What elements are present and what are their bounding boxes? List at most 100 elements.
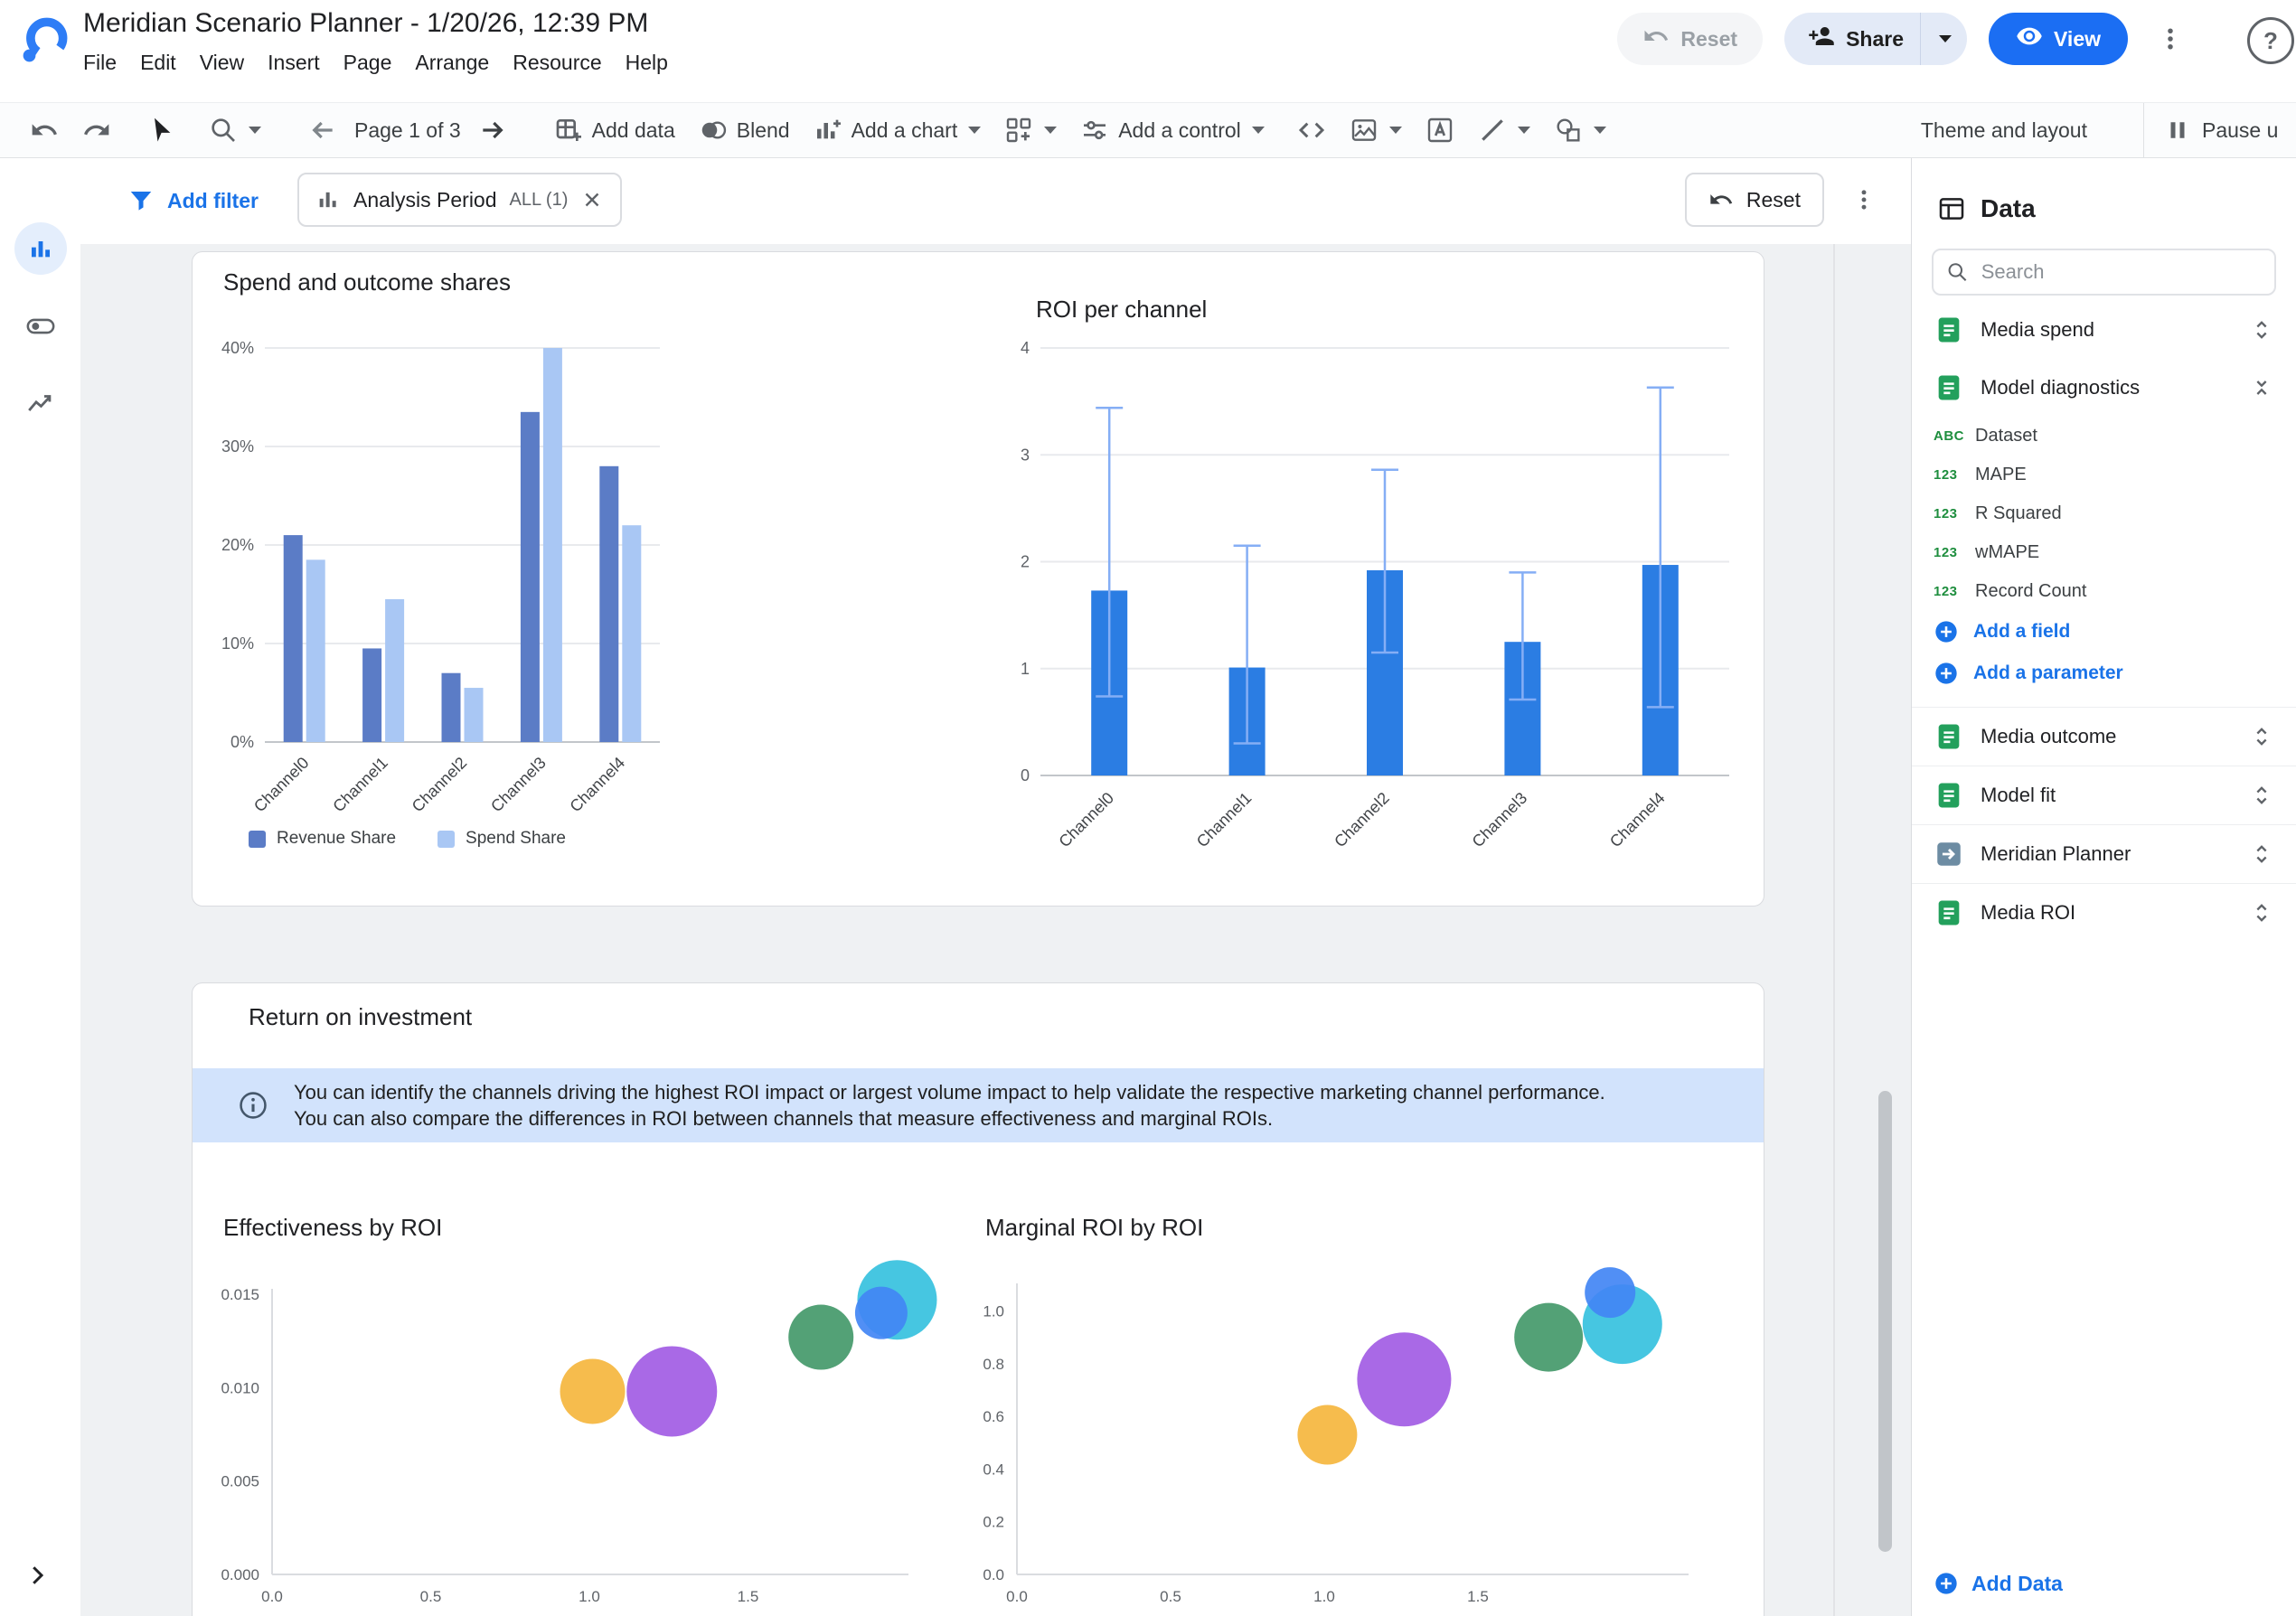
unfold-more-icon[interactable] bbox=[2249, 841, 2274, 867]
source-model-fit[interactable]: Model fit bbox=[1912, 766, 2296, 824]
blend-icon bbox=[701, 121, 726, 139]
connector-icon bbox=[1937, 842, 1961, 866]
page-indicator[interactable]: Page 1 of 3 bbox=[354, 117, 461, 142]
chevron-down-icon bbox=[1044, 127, 1058, 134]
scrollbar-thumb[interactable] bbox=[1878, 1091, 1892, 1552]
reset-button[interactable]: Reset bbox=[1617, 13, 1764, 65]
next-page-button[interactable] bbox=[466, 103, 519, 157]
left-rail bbox=[0, 158, 81, 1616]
close-icon[interactable] bbox=[580, 188, 604, 211]
chevron-down-icon bbox=[1593, 127, 1606, 134]
document-title[interactable]: Meridian Scenario Planner - 1/20/26, 12:… bbox=[83, 8, 649, 38]
add-control-button[interactable]: Add a control bbox=[1068, 103, 1276, 157]
svg-text:Channel2: Channel2 bbox=[1331, 789, 1393, 851]
more-options-button[interactable] bbox=[2150, 13, 2191, 65]
insert-image-button[interactable] bbox=[1338, 103, 1414, 157]
source-media-roi[interactable]: Media ROI bbox=[1912, 883, 2296, 942]
legend-item-revenue-share: Revenue Share bbox=[249, 829, 396, 849]
expand-panel-button[interactable] bbox=[22, 1560, 52, 1591]
add-field-button[interactable]: Add a field bbox=[1912, 611, 2296, 653]
svg-text:0.6: 0.6 bbox=[983, 1408, 1004, 1425]
previous-page-button[interactable] bbox=[296, 103, 349, 157]
community-widgets-button[interactable] bbox=[993, 103, 1068, 157]
source-model-diagnostics[interactable]: Model diagnostics bbox=[1912, 359, 2296, 417]
svg-text:0.0: 0.0 bbox=[983, 1566, 1004, 1583]
insert-shape-button[interactable] bbox=[1542, 103, 1618, 157]
svg-text:4: 4 bbox=[1021, 339, 1030, 357]
bar-chart-icon bbox=[31, 241, 50, 258]
analysis-period-filter-chip[interactable]: Analysis Period ALL (1) bbox=[297, 173, 623, 227]
unfold-more-icon[interactable] bbox=[2249, 317, 2274, 343]
menu-arrange[interactable]: Arrange bbox=[415, 51, 490, 74]
menu-view[interactable]: View bbox=[199, 51, 245, 74]
source-media-outcome[interactable]: Media outcome bbox=[1912, 707, 2296, 766]
view-button[interactable]: View bbox=[1989, 13, 2128, 65]
data-panel: Data Media spend Model diagnostics bbox=[1911, 158, 2296, 1616]
unfold-more-icon[interactable] bbox=[2249, 900, 2274, 925]
source-meridian-planner[interactable]: Meridian Planner bbox=[1912, 824, 2296, 883]
share-dropdown-caret[interactable] bbox=[1920, 13, 1967, 65]
line-icon bbox=[1481, 119, 1503, 141]
add-filter-button[interactable]: Add filter bbox=[108, 174, 278, 227]
rail-controls-tab[interactable] bbox=[14, 300, 67, 352]
share-button[interactable]: Share bbox=[1784, 13, 1920, 65]
add-parameter-button[interactable]: Add a parameter bbox=[1912, 653, 2296, 694]
menu-file[interactable]: File bbox=[83, 51, 118, 74]
svg-text:Channel3: Channel3 bbox=[487, 754, 550, 816]
rail-trends-tab[interactable] bbox=[14, 378, 67, 430]
svg-text:1.5: 1.5 bbox=[738, 1588, 759, 1605]
blend-button[interactable]: Blend bbox=[687, 103, 802, 157]
data-search-box[interactable] bbox=[1932, 249, 2276, 296]
menu-help[interactable]: Help bbox=[625, 51, 668, 74]
roi-per-channel-chart[interactable]: 0 1 2 3 4 Channel0 Channel1 Channel2 Channel3 Cha… bbox=[988, 315, 1765, 898]
share-button-group: Share bbox=[1784, 13, 1967, 65]
svg-text:0.010: 0.010 bbox=[221, 1379, 259, 1396]
source-media-spend[interactable]: Media spend bbox=[1912, 301, 2296, 359]
zoom-tool-button[interactable] bbox=[197, 103, 273, 157]
menu-bar: File Edit View Insert Page Arrange Resou… bbox=[71, 48, 680, 78]
person-add-icon bbox=[1808, 23, 1835, 55]
field-wmape[interactable]: 123 wMAPE bbox=[1934, 542, 2040, 562]
menu-page[interactable]: Page bbox=[343, 51, 392, 74]
field-mape[interactable]: 123 MAPE bbox=[1934, 465, 2027, 484]
looker-studio-logo[interactable] bbox=[14, 11, 74, 70]
menu-insert[interactable]: Insert bbox=[268, 51, 320, 74]
svg-text:0.4: 0.4 bbox=[983, 1461, 1004, 1478]
field-dataset[interactable]: ABC Dataset bbox=[1934, 426, 2037, 446]
pause-updates-button[interactable]: Pause u bbox=[2143, 103, 2296, 157]
image-icon bbox=[1351, 119, 1376, 141]
bar-chart-icon bbox=[319, 192, 336, 208]
marginal-roi-by-roi-chart[interactable]: 0.0 0.2 0.4 0.6 0.8 1.0 0.0 0.5 1.0 1.5 bbox=[965, 1260, 1743, 1616]
add-data-button-bottom[interactable]: Add Data bbox=[1934, 1571, 2063, 1596]
menu-edit[interactable]: Edit bbox=[140, 51, 176, 74]
add-data-button[interactable]: Add data bbox=[542, 103, 687, 157]
insert-text-button[interactable] bbox=[1414, 103, 1466, 157]
svg-text:Channel3: Channel3 bbox=[1469, 789, 1531, 851]
search-input[interactable] bbox=[1979, 259, 2262, 285]
unfold-more-icon[interactable] bbox=[2249, 724, 2274, 749]
embed-code-button[interactable] bbox=[1285, 103, 1338, 157]
svg-text:2: 2 bbox=[1021, 553, 1030, 571]
unfold-less-icon[interactable] bbox=[2249, 375, 2274, 400]
select-tool-button[interactable] bbox=[136, 103, 188, 157]
filter-reset-button[interactable]: Reset bbox=[1684, 173, 1824, 227]
field-r-squared[interactable]: 123 R Squared bbox=[1934, 503, 2062, 523]
svg-text:3: 3 bbox=[1021, 446, 1030, 464]
undo-button[interactable] bbox=[18, 103, 71, 157]
add-chart-button[interactable]: Add a chart bbox=[802, 103, 993, 157]
menu-resource[interactable]: Resource bbox=[513, 51, 602, 74]
spend-outcome-shares-chart[interactable]: 0% 10% 20% 30% 40% Channel0 Channel1 Channel2 Ch… bbox=[202, 315, 870, 898]
filter-bar-more-button[interactable] bbox=[1844, 178, 1884, 221]
theme-layout-button[interactable]: Theme and layout bbox=[1909, 103, 2099, 157]
help-button[interactable]: ? bbox=[2247, 17, 2294, 64]
field-record-count[interactable]: 123 Record Count bbox=[1934, 581, 2087, 601]
redo-button[interactable] bbox=[71, 103, 123, 157]
rail-report-charts-tab[interactable] bbox=[14, 222, 67, 275]
effectiveness-by-roi-chart[interactable]: 0.000 0.005 0.010 0.015 0.0 0.5 1.0 1.5 bbox=[202, 1260, 961, 1616]
svg-text:10%: 10% bbox=[221, 634, 254, 653]
unfold-more-icon[interactable] bbox=[2249, 783, 2274, 808]
data-panel-header: Data bbox=[1912, 158, 2296, 223]
insert-line-button[interactable] bbox=[1466, 103, 1542, 157]
info-banner[interactable]: You can identify the channels driving th… bbox=[193, 1068, 1764, 1142]
